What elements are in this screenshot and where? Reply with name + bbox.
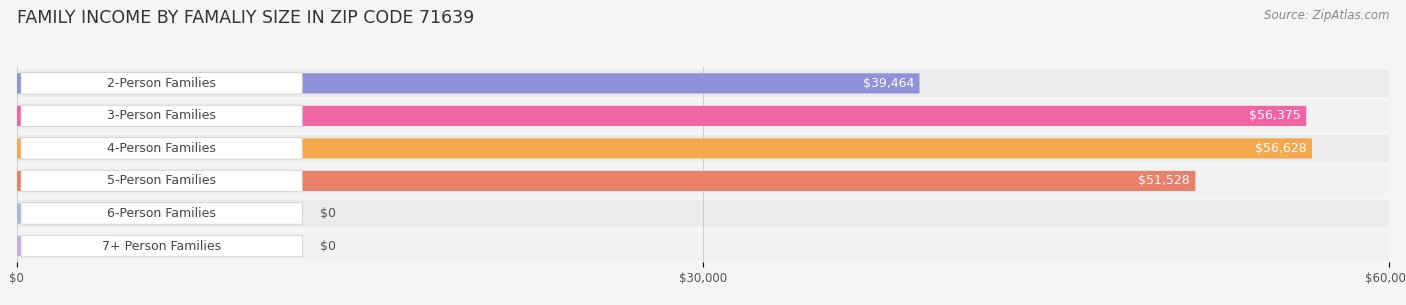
FancyBboxPatch shape (17, 138, 1312, 159)
Text: $0: $0 (321, 239, 336, 253)
Text: $51,528: $51,528 (1137, 174, 1189, 188)
Bar (17, 102, 1389, 130)
Text: $0: $0 (321, 207, 336, 220)
Text: 2-Person Families: 2-Person Families (107, 77, 217, 90)
Text: Source: ZipAtlas.com: Source: ZipAtlas.com (1264, 9, 1389, 22)
Text: 4-Person Families: 4-Person Families (107, 142, 217, 155)
FancyBboxPatch shape (17, 106, 1306, 126)
FancyBboxPatch shape (21, 235, 302, 257)
Text: 7+ Person Families: 7+ Person Families (103, 239, 221, 253)
FancyBboxPatch shape (17, 236, 110, 256)
FancyBboxPatch shape (21, 138, 302, 159)
Text: $39,464: $39,464 (863, 77, 914, 90)
FancyBboxPatch shape (21, 73, 302, 94)
Bar (17, 70, 1389, 97)
FancyBboxPatch shape (21, 105, 302, 127)
Bar (17, 232, 1389, 260)
Text: $56,628: $56,628 (1256, 142, 1306, 155)
FancyBboxPatch shape (17, 73, 920, 93)
Bar (17, 135, 1389, 162)
Text: 3-Person Families: 3-Person Families (107, 109, 217, 122)
FancyBboxPatch shape (21, 170, 302, 192)
Text: $56,375: $56,375 (1249, 109, 1301, 122)
Text: 6-Person Families: 6-Person Families (107, 207, 217, 220)
FancyBboxPatch shape (21, 203, 302, 224)
Bar (17, 200, 1389, 227)
FancyBboxPatch shape (17, 171, 1195, 191)
FancyBboxPatch shape (17, 203, 110, 224)
Text: FAMILY INCOME BY FAMALIY SIZE IN ZIP CODE 71639: FAMILY INCOME BY FAMALIY SIZE IN ZIP COD… (17, 9, 474, 27)
Text: 5-Person Families: 5-Person Families (107, 174, 217, 188)
Bar (17, 167, 1389, 195)
